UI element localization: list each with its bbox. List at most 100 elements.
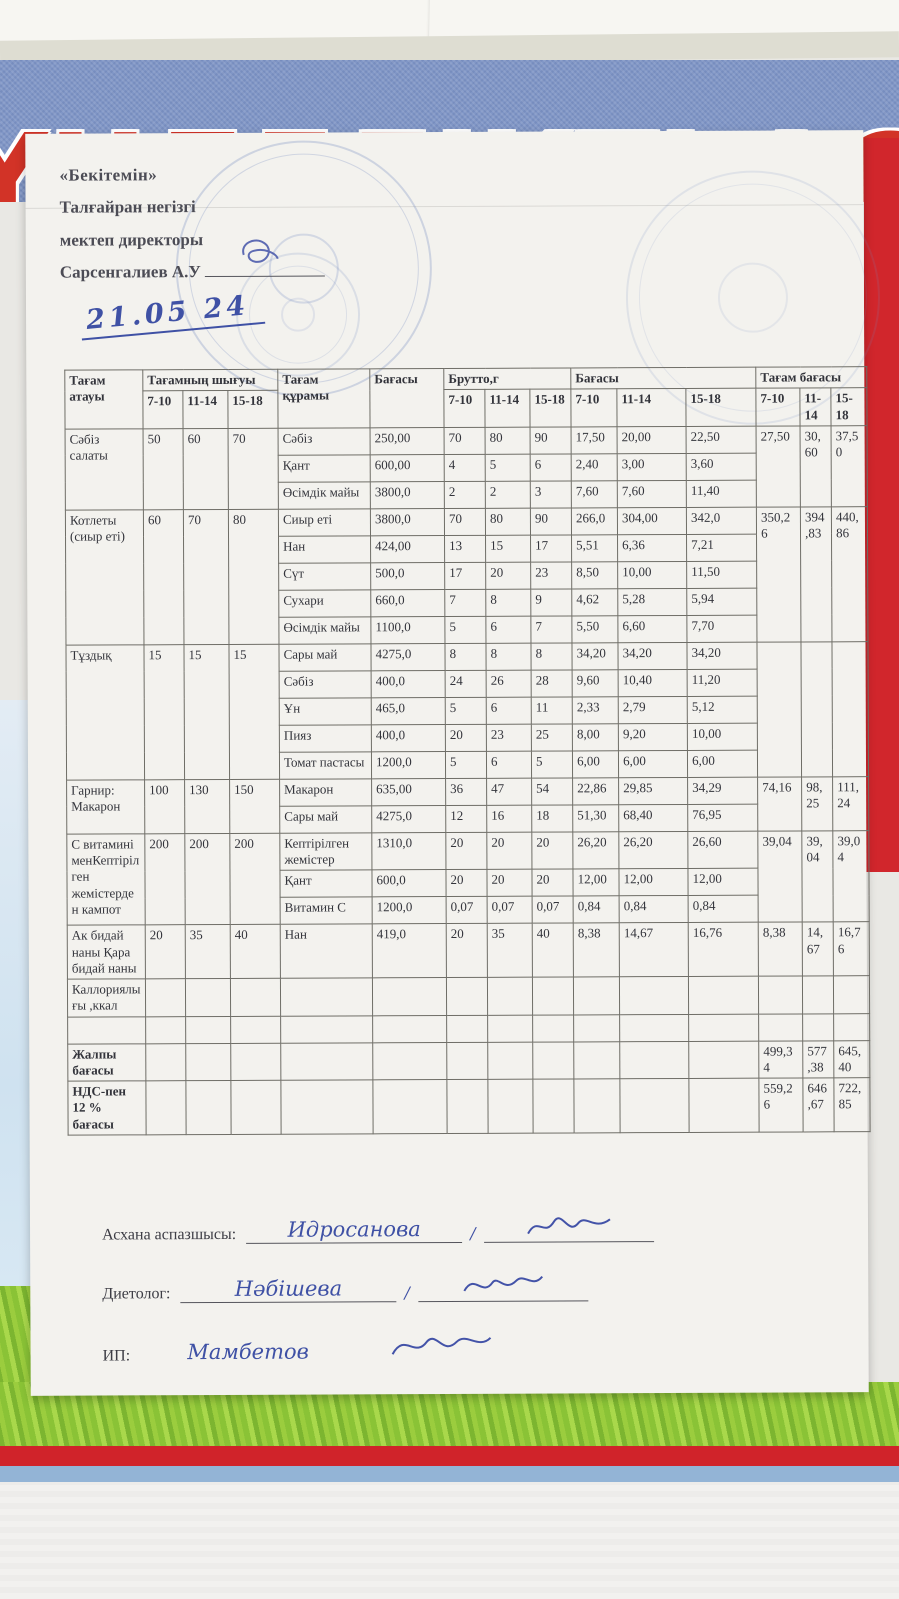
- table-cell: 20: [445, 832, 487, 870]
- table-cell: 6,00: [618, 750, 688, 778]
- table-cell: 35: [487, 923, 533, 978]
- table-cell: 39,04: [832, 830, 870, 923]
- table-cell: 54: [531, 777, 573, 805]
- table-cell: 17: [530, 534, 572, 562]
- table-cell: [446, 1041, 488, 1080]
- table-cell: 0,84: [619, 895, 689, 923]
- table-cell: 6,00: [687, 749, 758, 778]
- table-cell: 7,70: [686, 614, 758, 643]
- table-cell: Өсімдік майы: [278, 616, 372, 644]
- table-cell: Жалпы бағасы: [67, 1043, 146, 1082]
- table-cell: 500,0: [370, 562, 445, 590]
- table-cell: [688, 1078, 760, 1133]
- table-cell: 200: [229, 832, 281, 925]
- table-cell: 28: [531, 669, 573, 697]
- table-cell: 80: [228, 508, 280, 645]
- table-cell: 342,0: [686, 506, 757, 535]
- approval-block: «Бекітемін» Талғайран негізгі мектеп дир…: [59, 159, 326, 289]
- menu-row: Тұздық 15 15 15 Сары май 4275,0 8 8 8 34,20 34,20 3…: [65, 641, 869, 780]
- table-cell: 5: [445, 751, 487, 779]
- header-cell: 11-14: [799, 388, 832, 426]
- table-cell: НДС-пен 12 % бағасы: [67, 1080, 147, 1135]
- table-cell: 0,07: [487, 896, 533, 924]
- table-cell: 9,20: [618, 723, 688, 751]
- table-cell: Нан: [278, 535, 371, 563]
- table-cell: 14,67: [619, 922, 689, 977]
- table-cell: 40: [230, 924, 281, 979]
- table-cell: 350,26: [756, 506, 802, 642]
- table-cell: 5,28: [617, 588, 687, 616]
- table-cell: [487, 977, 533, 1015]
- table-cell: 5,94: [686, 587, 757, 616]
- table-cell: 15: [183, 644, 230, 780]
- table-cell: [619, 1013, 689, 1042]
- summary-row: Каллориялығы ,ккал: [67, 975, 870, 1017]
- table-cell: [532, 976, 574, 1015]
- table-cell: 600,00: [370, 454, 445, 482]
- table-cell: 35: [185, 924, 231, 979]
- table-cell: 3800,0: [370, 481, 445, 509]
- signature-scrawl: [417, 1270, 588, 1303]
- table-cell: [758, 1013, 803, 1041]
- table-cell: 11: [531, 696, 573, 724]
- signature-row: Асхана аспазшысы: Идросанова /: [102, 1211, 742, 1245]
- menu-row: Котлеты (сиыр еті) 60 70 80 Сиыр еті 3800,0 70…: [65, 506, 869, 645]
- signature-scrawl: [386, 1330, 496, 1364]
- table-cell: 25: [531, 723, 573, 751]
- table-cell: 7,21: [686, 533, 757, 562]
- table-cell: 12: [445, 805, 487, 833]
- table-cell: [280, 1042, 373, 1081]
- table-cell: 24: [445, 670, 487, 698]
- director-signature-icon: [242, 239, 279, 263]
- table-cell: 100: [144, 779, 185, 834]
- table-cell: Кептірілген жемістер: [279, 832, 372, 871]
- table-cell: 36: [445, 778, 487, 806]
- table-cell: 5: [485, 453, 531, 482]
- table-cell: [832, 641, 869, 777]
- table-cell: 2,40: [571, 453, 618, 481]
- header-cell: 15-18: [830, 387, 868, 426]
- table-cell: 9,60: [572, 669, 619, 697]
- table-cell: Томат пастасы: [279, 751, 372, 779]
- table-cell: 200: [144, 833, 186, 926]
- table-cell: 80: [485, 507, 531, 536]
- table-cell: 34,20: [687, 641, 758, 670]
- table-cell: 645,40: [833, 1040, 870, 1078]
- table-cell: 577,38: [802, 1040, 834, 1078]
- table-cell: 3,00: [617, 453, 687, 481]
- table-cell: 6,00: [572, 750, 619, 778]
- header-cell: Тағамның шығуы: [142, 369, 278, 392]
- table-cell: 130: [184, 779, 230, 834]
- summary-row: Жалпы бағасы 499,34 577,38 645,40: [67, 1040, 870, 1082]
- table-cell: [446, 977, 488, 1016]
- table-cell: [280, 1079, 374, 1134]
- table-cell: [688, 1013, 759, 1041]
- table-cell: 635,00: [371, 778, 446, 806]
- table-cell: [230, 1042, 281, 1081]
- table-cell: Қант: [278, 454, 371, 482]
- menu-row: Гарнир: Макарон 100 130 150 Макарон 635,00 36 4…: [66, 776, 869, 834]
- table-cell: Витамин С: [280, 897, 373, 925]
- table-cell: 200: [184, 833, 231, 925]
- table-cell: [833, 975, 870, 1014]
- table-cell: [619, 1040, 689, 1079]
- separator: /: [404, 1283, 410, 1303]
- table-cell: 8: [445, 643, 487, 671]
- handwritten-name: Идросанова: [246, 1216, 463, 1244]
- table-cell: 5: [531, 750, 573, 778]
- signature-scrawl: [483, 1211, 654, 1243]
- table-cell: 722,85: [833, 1077, 871, 1132]
- table-cell: 70: [444, 508, 486, 536]
- table-cell: 20: [485, 561, 531, 590]
- table-cell: [532, 1041, 574, 1080]
- wall-bottom: [0, 1482, 899, 1599]
- table-cell: 419,0: [372, 923, 447, 978]
- header-cell: 11-14: [484, 389, 531, 428]
- table-cell: 22,50: [686, 425, 757, 454]
- table-cell: 29,85: [618, 777, 688, 805]
- table-cell: Пияз: [279, 724, 372, 752]
- table-cell: 6: [530, 453, 572, 481]
- header-cell: 15-18: [227, 390, 279, 429]
- table-cell: 2,33: [572, 696, 619, 724]
- table-cell: [532, 1078, 575, 1133]
